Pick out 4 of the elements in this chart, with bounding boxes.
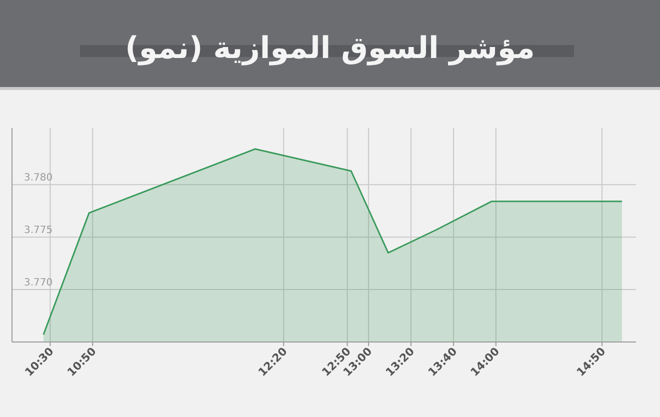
y-tick-label: 3.775 <box>24 225 53 236</box>
y-tick-label: 3.770 <box>24 278 53 289</box>
chart-title: مؤشر السوق الموازية (نمو) <box>125 31 535 66</box>
y-tick-label: 3.780 <box>24 172 53 184</box>
